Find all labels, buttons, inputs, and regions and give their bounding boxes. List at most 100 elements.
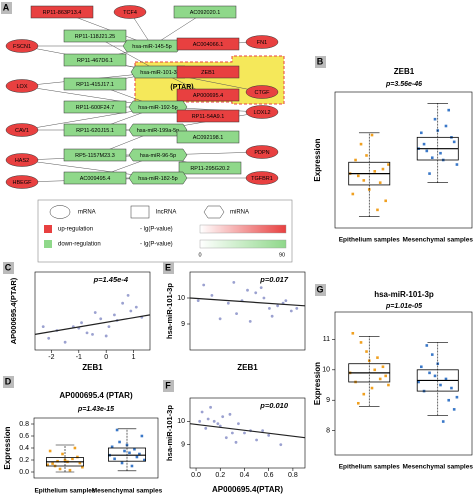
y-tick-label: 8 xyxy=(326,428,330,435)
node-label: hsa-miR-96-5p xyxy=(140,153,176,159)
x-tick-label: Mesenchymal samples xyxy=(403,237,474,244)
node-lncrna xyxy=(176,109,240,123)
data-point xyxy=(439,151,442,155)
data-point xyxy=(48,449,52,453)
data-point xyxy=(235,312,238,315)
data-point xyxy=(63,340,67,344)
legend-swatch xyxy=(44,240,52,248)
data-point xyxy=(420,131,423,135)
node-mrna xyxy=(5,39,39,53)
panel-letter: B xyxy=(317,56,324,66)
data-point xyxy=(425,344,429,347)
x-axis-label: ZEB1 xyxy=(237,363,258,372)
node-label: TCF4 xyxy=(123,10,137,16)
data-point xyxy=(370,386,374,390)
data-point xyxy=(216,422,220,426)
data-point xyxy=(384,374,387,378)
y-tick-label: 0.2 xyxy=(19,457,29,464)
data-point xyxy=(243,431,246,435)
x-axis-label: AP000695.4(PTAR) xyxy=(212,485,283,494)
color-scale xyxy=(199,239,287,249)
node-lncrna xyxy=(176,65,240,79)
plot-frame xyxy=(334,311,473,456)
node-label: RP11-415J17.1 xyxy=(76,82,114,88)
x-tick-label: Epithelium samples xyxy=(339,464,400,471)
data-point xyxy=(362,392,366,396)
data-point xyxy=(221,415,225,419)
data-point xyxy=(422,142,426,146)
data-point xyxy=(196,299,200,302)
data-point xyxy=(129,309,133,313)
data-point xyxy=(381,365,385,369)
node-lncrna xyxy=(130,205,150,219)
node-label: AC092198.1 xyxy=(193,135,224,141)
data-point xyxy=(78,461,82,465)
data-point xyxy=(259,286,263,289)
node-label: hsa-miR-182-5p xyxy=(138,176,177,182)
data-point xyxy=(61,452,64,456)
node-label: FN1 xyxy=(257,40,267,46)
chart-title: hsa-miR-101-3p xyxy=(374,290,434,299)
y-axis-label: hsa-miR-101-3p xyxy=(165,283,174,339)
data-point xyxy=(198,419,202,423)
data-point xyxy=(362,179,366,182)
node-lncrna xyxy=(63,53,127,67)
data-point xyxy=(204,426,208,430)
scale-label: 90 xyxy=(279,252,285,258)
data-point xyxy=(455,395,459,399)
data-point xyxy=(455,163,459,166)
x-tick-label: Epithelium samples xyxy=(34,488,95,495)
data-point xyxy=(425,149,429,153)
data-point xyxy=(135,455,139,459)
data-point xyxy=(387,383,390,387)
fit-line xyxy=(34,314,151,335)
node-label: RP11-295G20.2 xyxy=(190,166,229,172)
data-point xyxy=(202,283,206,287)
panel-letter: E xyxy=(165,262,171,272)
node-mrna xyxy=(5,123,39,137)
data-point xyxy=(113,313,116,317)
node-mirna xyxy=(128,148,188,162)
node-mirna xyxy=(128,100,188,114)
data-point xyxy=(71,457,74,461)
data-point xyxy=(133,447,136,451)
data-point xyxy=(351,331,355,335)
data-point xyxy=(115,428,119,432)
data-point xyxy=(206,417,210,421)
data-point xyxy=(120,461,124,465)
node-lncrna xyxy=(63,171,127,185)
data-point xyxy=(210,294,214,297)
data-point xyxy=(268,307,271,310)
data-point xyxy=(354,158,357,162)
x-axis-label: ZEB1 xyxy=(82,363,103,372)
node-label: RP11-118J21.25 xyxy=(75,34,115,40)
data-point xyxy=(128,451,131,455)
node-mrna xyxy=(5,79,39,93)
data-point xyxy=(384,199,387,203)
y-axis-label: Expression xyxy=(313,362,322,405)
data-point xyxy=(110,445,114,449)
data-point xyxy=(138,452,141,456)
node-label: AC004066.1 xyxy=(193,42,224,48)
node-label: ZEB1 xyxy=(201,70,215,76)
node-label: PDPN xyxy=(254,150,269,156)
data-point xyxy=(370,133,374,137)
legend-text: - lg(P-value) xyxy=(140,242,173,248)
node-label: RP11-600F24.7 xyxy=(76,105,114,111)
plot-frame xyxy=(34,271,151,351)
node-label: LOX xyxy=(16,84,27,90)
data-point xyxy=(80,321,83,325)
node-lncrna xyxy=(30,5,94,19)
legend-text: down-regulation xyxy=(58,242,101,248)
data-point xyxy=(140,434,144,438)
x-tick-label: 0.2 xyxy=(215,472,225,479)
node-mrna xyxy=(113,5,147,19)
data-point xyxy=(51,462,54,465)
panel-letter-box xyxy=(3,376,14,388)
data-point xyxy=(378,181,382,184)
data-point xyxy=(218,317,222,321)
data-point xyxy=(373,170,377,173)
data-point xyxy=(209,405,212,409)
data-point xyxy=(248,320,252,323)
